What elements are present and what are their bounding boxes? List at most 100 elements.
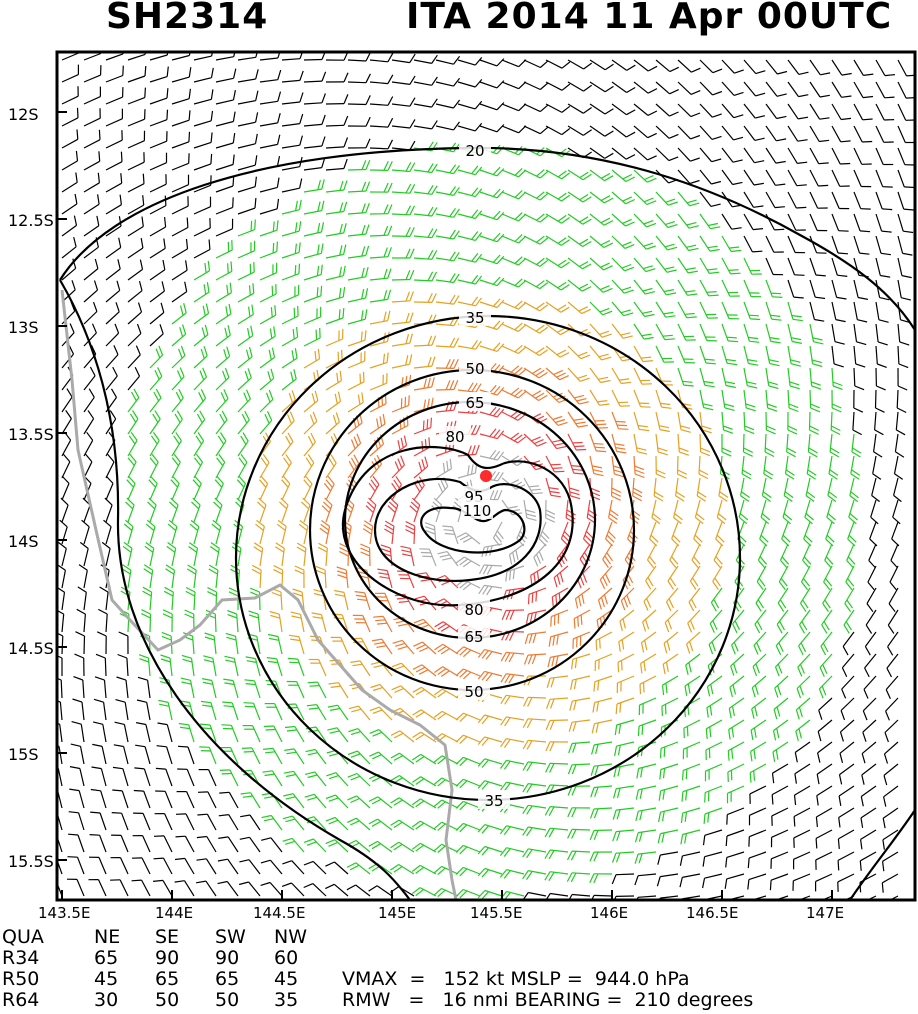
wind-barb xyxy=(88,856,107,875)
wind-barb xyxy=(457,165,483,176)
wind-barb xyxy=(105,65,124,83)
wind-barb xyxy=(708,631,723,655)
wind-barb xyxy=(174,880,195,897)
wind-barb xyxy=(699,81,723,96)
rmw-bearing-line: RMW = 16 nmi BEARING = 210 degrees xyxy=(342,989,754,1011)
wind-barb xyxy=(371,638,393,655)
wind-barb xyxy=(369,373,388,391)
wind-barb xyxy=(500,759,525,770)
wind-barb xyxy=(347,95,371,106)
axis-ticks xyxy=(57,111,833,900)
wind-barb xyxy=(390,841,415,853)
wind-barb xyxy=(61,129,79,149)
wind-barb xyxy=(479,428,505,440)
wind-barb xyxy=(613,895,635,900)
wind-barb xyxy=(611,59,636,71)
wind-barb xyxy=(259,305,277,325)
wind-barb xyxy=(545,433,567,450)
wind-barb xyxy=(651,499,662,525)
wind-barb xyxy=(92,721,107,743)
wind-barb xyxy=(287,657,305,677)
wind-barb xyxy=(828,455,839,480)
wind-barb xyxy=(873,433,883,458)
wind-barb xyxy=(527,587,547,605)
wind-barb xyxy=(237,262,255,281)
wind-barb xyxy=(61,107,79,127)
wind-barb xyxy=(795,719,811,741)
wind-barb xyxy=(699,257,720,274)
wind-barb xyxy=(653,477,664,502)
wind-barb xyxy=(613,785,635,799)
wind-barb xyxy=(334,589,349,611)
wind-barb xyxy=(305,748,327,765)
wind-barb xyxy=(875,169,893,188)
wind-barb xyxy=(501,609,525,621)
wind-barb xyxy=(867,565,877,591)
wind-barb xyxy=(347,309,368,325)
wind-barb xyxy=(391,395,410,413)
wind-barb xyxy=(567,279,592,292)
wind-barb xyxy=(611,279,634,294)
wind-barb xyxy=(215,367,230,391)
wind-barb xyxy=(158,699,173,721)
wind-barb xyxy=(132,835,151,853)
wind-barb xyxy=(499,847,525,857)
wind-barb xyxy=(721,411,734,434)
wind-barb xyxy=(545,301,570,313)
table-cell: 45 xyxy=(274,968,299,990)
wind-barb xyxy=(818,675,833,699)
wind-barb xyxy=(633,323,654,340)
wind-barb xyxy=(699,433,711,457)
wind-barb xyxy=(841,653,855,678)
wind-barb xyxy=(433,688,459,699)
wind-barb xyxy=(658,807,679,823)
wind-barb xyxy=(346,884,371,897)
wind-barb xyxy=(859,851,877,871)
wind-barb xyxy=(823,565,833,591)
wind-barb xyxy=(874,411,884,436)
wind-barb xyxy=(266,657,283,677)
wind-barb xyxy=(214,475,224,501)
wind-barb xyxy=(391,354,413,369)
wind-barb xyxy=(809,125,830,143)
wind-barb xyxy=(57,789,63,809)
wind-barb xyxy=(500,781,525,792)
wind-barb xyxy=(160,654,173,677)
wind-barb xyxy=(804,499,814,525)
wind-barb xyxy=(477,780,503,790)
wind-barb xyxy=(501,278,527,288)
wind-barb xyxy=(658,785,679,801)
contour-label: 65 xyxy=(464,628,483,646)
wind-barb xyxy=(61,64,80,83)
wind-barb xyxy=(391,685,415,699)
wind-barb xyxy=(721,235,742,253)
wind-barb xyxy=(544,827,569,838)
lat-label: 15.5S xyxy=(8,852,54,871)
wind-barb xyxy=(215,111,236,127)
wind-barb xyxy=(567,455,584,475)
wind-barb xyxy=(369,414,386,435)
wind-barb xyxy=(259,284,277,303)
wind-barb xyxy=(369,268,392,281)
wind-barb xyxy=(435,477,449,501)
wind-barb xyxy=(215,218,234,237)
wind-barb xyxy=(177,768,195,787)
wind-barb xyxy=(267,633,283,655)
wind-barb xyxy=(457,253,483,263)
wind-barb xyxy=(633,235,656,250)
wind-barb xyxy=(326,772,349,787)
wind-barb xyxy=(566,850,591,861)
wind-barb xyxy=(369,289,392,303)
wind-barb xyxy=(546,675,569,688)
wind-barb xyxy=(88,879,107,897)
wind-barb xyxy=(61,86,79,105)
wind-barb xyxy=(677,81,701,95)
wind-barb xyxy=(298,520,309,545)
wind-barb xyxy=(368,818,393,831)
wind-barb xyxy=(655,279,677,296)
wind-barb xyxy=(892,499,901,525)
wind-barb xyxy=(325,839,349,853)
wind-barb xyxy=(153,857,173,875)
wind-barb xyxy=(171,131,191,149)
wind-barb xyxy=(435,99,461,109)
